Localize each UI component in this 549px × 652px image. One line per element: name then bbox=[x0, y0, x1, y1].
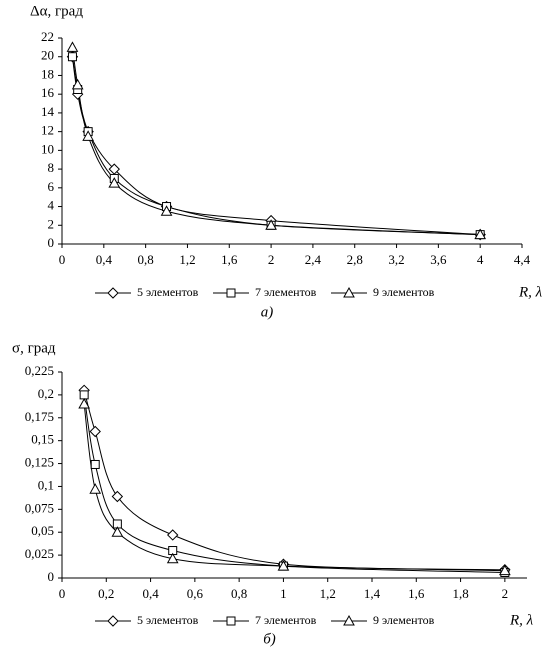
y-tick-label: 0,125 bbox=[25, 455, 54, 470]
marker-diamond bbox=[111, 490, 124, 503]
x-tick-label: 2 bbox=[502, 586, 509, 601]
x-tick-label: 0,8 bbox=[231, 586, 247, 601]
y-tick-label: 0,225 bbox=[25, 363, 54, 378]
y-axis-label: σ, град bbox=[12, 340, 56, 356]
y-tick-label: 0,2 bbox=[38, 386, 54, 401]
marker-square bbox=[226, 288, 236, 298]
x-tick-label: 3,2 bbox=[388, 252, 404, 267]
marker-triangle bbox=[111, 526, 124, 537]
marker-triangle bbox=[499, 564, 511, 576]
y-tick-label: 0 bbox=[48, 235, 55, 250]
x-tick-label: 4 bbox=[477, 252, 484, 267]
y-tick-label: 18 bbox=[41, 66, 54, 81]
x-tick-label: 1,4 bbox=[364, 586, 381, 601]
x-tick-label: 2,4 bbox=[305, 252, 322, 267]
y-tick-label: 12 bbox=[41, 123, 54, 138]
legend-label: 9 элементов bbox=[373, 285, 435, 299]
x-axis-label: R, λ bbox=[518, 284, 543, 300]
marker-triangle bbox=[82, 130, 94, 141]
legend-label: 9 элементов bbox=[373, 613, 435, 627]
marker-square bbox=[67, 52, 77, 62]
x-tick-label: 2 bbox=[268, 252, 275, 267]
marker-triangle bbox=[89, 483, 102, 494]
x-tick-label: 3,6 bbox=[430, 252, 447, 267]
series-line bbox=[71, 56, 481, 236]
x-tick-label: 0,4 bbox=[142, 586, 159, 601]
y-tick-label: 2 bbox=[48, 216, 55, 231]
marker-triangle bbox=[166, 552, 179, 564]
y-tick-label: 0,1 bbox=[38, 477, 54, 492]
x-tick-label: 2,8 bbox=[347, 252, 363, 267]
y-tick-label: 4 bbox=[48, 198, 55, 213]
x-tick-label: 0,2 bbox=[98, 586, 114, 601]
marker-triangle bbox=[71, 78, 84, 90]
x-tick-label: 1 bbox=[280, 586, 287, 601]
marker-diamond bbox=[107, 615, 119, 627]
x-tick-label: 1,8 bbox=[452, 586, 468, 601]
x-tick-label: 4,4 bbox=[514, 252, 531, 267]
y-tick-label: 8 bbox=[48, 160, 55, 175]
series-line bbox=[83, 394, 505, 574]
x-tick-label: 1,2 bbox=[320, 586, 336, 601]
marker-triangle bbox=[160, 205, 173, 216]
series-line bbox=[71, 47, 481, 236]
caption: б) bbox=[263, 631, 276, 647]
caption: а) bbox=[261, 304, 274, 320]
y-tick-label: 0,075 bbox=[25, 500, 54, 515]
marker-square bbox=[79, 390, 89, 400]
legend-label: 5 элементов bbox=[137, 285, 199, 299]
y-tick-label: 6 bbox=[48, 179, 55, 194]
legend-label: 7 элементов bbox=[255, 285, 317, 299]
marker-diamond bbox=[167, 529, 179, 541]
x-tick-label: 0,6 bbox=[187, 586, 204, 601]
y-tick-label: 20 bbox=[41, 48, 54, 63]
y-tick-label: 16 bbox=[41, 85, 55, 100]
y-axis-label: Δα, град bbox=[30, 3, 83, 19]
x-axis-label: R, λ bbox=[509, 612, 534, 628]
marker-square bbox=[226, 616, 236, 626]
marker-triangle bbox=[265, 219, 277, 230]
marker-triangle bbox=[343, 614, 355, 626]
y-tick-label: 0,15 bbox=[31, 432, 54, 447]
y-tick-label: 14 bbox=[41, 104, 55, 119]
legend-label: 5 элементов bbox=[137, 613, 199, 627]
y-tick-label: 0,175 bbox=[25, 409, 54, 424]
x-tick-label: 0 bbox=[59, 586, 66, 601]
marker-triangle bbox=[78, 398, 90, 409]
y-tick-label: 10 bbox=[41, 141, 54, 156]
marker-triangle bbox=[108, 177, 121, 188]
y-tick-label: 22 bbox=[41, 29, 54, 44]
x-tick-label: 0 bbox=[59, 252, 66, 267]
series-line bbox=[71, 56, 481, 236]
y-tick-label: 0 bbox=[48, 569, 55, 584]
x-tick-label: 1,6 bbox=[221, 252, 238, 267]
x-tick-label: 1,2 bbox=[179, 252, 195, 267]
x-tick-label: 0,8 bbox=[138, 252, 154, 267]
x-tick-label: 1,6 bbox=[408, 586, 425, 601]
legend-label: 7 элементов bbox=[255, 613, 317, 627]
marker-triangle bbox=[474, 228, 487, 240]
x-tick-label: 0,4 bbox=[96, 252, 113, 267]
marker-diamond bbox=[107, 287, 119, 299]
marker-triangle bbox=[343, 286, 355, 298]
marker-triangle bbox=[66, 41, 79, 52]
series-line bbox=[83, 403, 505, 572]
y-tick-label: 0,025 bbox=[25, 546, 54, 561]
marker-diamond bbox=[89, 425, 101, 438]
marker-square bbox=[90, 459, 100, 469]
y-tick-label: 0,05 bbox=[31, 523, 54, 538]
marker-triangle bbox=[277, 560, 290, 571]
